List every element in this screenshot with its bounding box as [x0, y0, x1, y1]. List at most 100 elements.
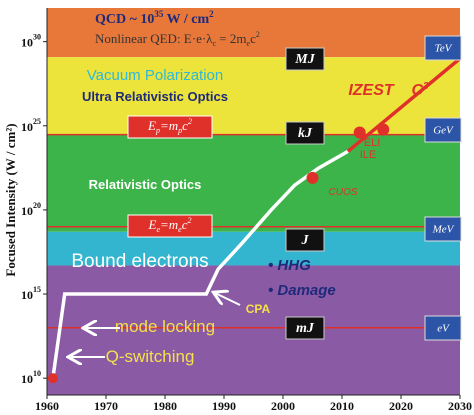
particle-label: GeV — [433, 125, 454, 137]
annotation-run: 2 — [256, 30, 260, 39]
annotation-run: c — [250, 31, 256, 46]
annotation-run: 3 — [423, 81, 429, 92]
annotation-run: W / cm — [163, 12, 209, 27]
band — [47, 134, 460, 232]
y-axis-title: Focused Intensity (W / cm²) — [3, 123, 18, 276]
annotation: Relativistic Optics — [89, 177, 202, 192]
x-tick-label: 1990 — [212, 399, 236, 413]
tick-power: 15 — [33, 285, 41, 294]
annotation-run: Vacuum Polarization — [87, 67, 223, 84]
annotation-run: p — [177, 126, 182, 135]
tick-base: 10 — [21, 204, 33, 218]
tick-base: 10 — [21, 288, 33, 302]
particle-label: MeV — [432, 224, 455, 236]
arrow — [215, 293, 241, 306]
annotation: • Damage — [268, 282, 336, 299]
line — [346, 57, 462, 153]
annotation: CUOS — [329, 187, 358, 198]
annotation-run: e — [178, 225, 182, 234]
particle-box — [424, 117, 462, 143]
annotation-run: CPA — [246, 302, 271, 316]
annotation-run: 35 — [154, 9, 164, 19]
energy-box — [285, 121, 325, 145]
particle-box — [424, 315, 462, 341]
annotation: ELI — [364, 137, 381, 149]
annotation-run: QCD ~ 10 — [95, 12, 154, 27]
tick-base: 10 — [21, 120, 33, 134]
point — [377, 123, 390, 136]
annotation: IZEST — [348, 82, 395, 99]
annotation-run: mode locking — [115, 317, 215, 336]
x-tick-label: 2020 — [389, 399, 413, 413]
y-tick-label: 1015 — [21, 285, 41, 302]
energy-label: kJ — [298, 126, 313, 141]
annotation-run: Q-switching — [106, 347, 195, 366]
annotation-run: c — [182, 118, 188, 133]
annotation: QCD ~ 1035 W / cm2 — [95, 9, 214, 27]
point — [353, 126, 366, 139]
annotation-run: Relativistic Optics — [89, 177, 202, 192]
annotation-run: Bound electrons — [71, 251, 208, 272]
annotation-run: 2 — [188, 216, 192, 225]
annotation-run: E — [147, 118, 156, 133]
energy-label: J — [301, 233, 310, 248]
tick-power: 30 — [33, 32, 41, 41]
y-tick-label: 1025 — [21, 117, 41, 134]
annotation: Ultra Relativistic Optics — [82, 89, 228, 104]
band — [47, 57, 460, 135]
annotation-run: E — [147, 217, 156, 232]
formula-box — [127, 214, 213, 238]
annotation-run: • HHG — [268, 257, 311, 274]
annotation: ILE — [360, 149, 377, 161]
annotation: Ee=mec2 — [147, 216, 191, 234]
annotation: Nonlinear QED: E·e·λc = 2mec2 — [95, 30, 260, 48]
annotation-run: C — [411, 82, 423, 99]
annotation-run: e — [156, 225, 160, 234]
point — [47, 373, 58, 384]
annotation-run: IZEST — [348, 82, 395, 99]
x-tick-label: 2000 — [271, 399, 295, 413]
annotation-run: 2 — [188, 117, 192, 126]
point — [306, 171, 319, 184]
energy-label: mJ — [296, 321, 315, 336]
annotation: • HHG — [268, 257, 311, 274]
particle-box — [424, 35, 462, 61]
tick-power: 10 — [33, 369, 41, 378]
x-tick-label: 2030 — [448, 399, 472, 413]
annotation-run: p — [155, 126, 160, 135]
energy-box — [285, 47, 325, 71]
annotation-run: c — [182, 217, 188, 232]
formula-box — [127, 115, 213, 139]
annotation: C3 — [411, 81, 429, 100]
annotation-run: • Damage — [268, 282, 336, 299]
annotation: Ep=mpc2 — [147, 117, 192, 135]
annotation: Vacuum Polarization — [87, 67, 223, 84]
band — [47, 231, 460, 266]
annotation-run: CUOS — [329, 187, 358, 198]
tick-base: 10 — [21, 35, 33, 49]
tick-power: 25 — [33, 117, 41, 126]
y-tick-label: 1020 — [21, 201, 41, 218]
energy-label: MJ — [294, 52, 315, 67]
annotation-run: ILE — [360, 149, 377, 161]
annotation-run: e — [247, 39, 251, 48]
band — [47, 8, 460, 58]
annotation-run: Nonlinear QED: E·e·λ — [95, 31, 213, 46]
annotation: CPA — [246, 302, 271, 316]
annotation-run: =m — [160, 118, 178, 133]
annotation: mode locking — [115, 317, 215, 336]
x-tick-label: 1980 — [153, 399, 177, 413]
x-tick-label: 1960 — [35, 399, 59, 413]
energy-box — [285, 316, 325, 340]
annotation-run: = 2m — [216, 31, 246, 46]
annotation-run: =m — [160, 217, 178, 232]
energy-box — [285, 228, 325, 252]
x-tick-label: 1970 — [94, 399, 118, 413]
annotation-run: Ultra Relativistic Optics — [82, 89, 228, 104]
x-tick-label: 2010 — [330, 399, 354, 413]
particle-label: eV — [437, 323, 450, 335]
y-tick-label: 1010 — [21, 369, 41, 386]
annotation: Q-switching — [106, 347, 195, 366]
annotation-run: c — [212, 39, 216, 48]
